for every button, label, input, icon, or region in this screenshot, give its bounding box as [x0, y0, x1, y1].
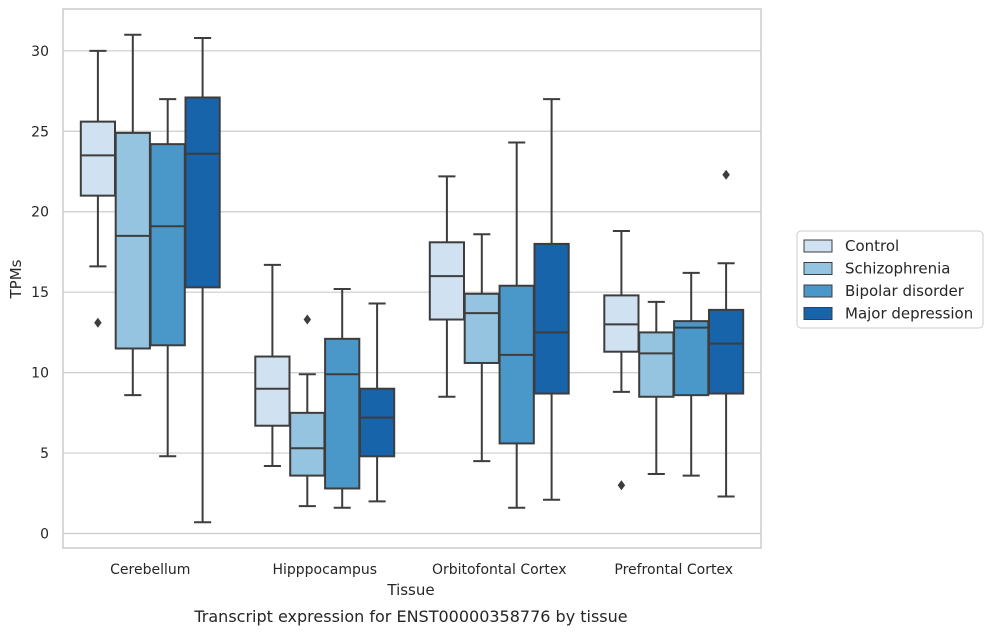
box-schizophrenia-hipppocampus — [289, 314, 326, 508]
x-tick-label-prefrontal-cortex: Prefrontal Cortex — [614, 562, 733, 578]
outlier-point — [722, 169, 730, 180]
legend-label: Major depression — [845, 305, 973, 323]
box-bipolar-disorder-cerebellum — [149, 98, 186, 458]
outlier-point — [94, 317, 102, 328]
x-axis-label: Tissue — [386, 581, 434, 599]
x-tick-label-hipppocampus: Hipppocampus — [272, 562, 377, 578]
box-control-cerebellum — [79, 49, 117, 328]
legend-label: Schizophrenia — [845, 260, 950, 278]
box-bipolar-disorder-prefrontal-cortex — [673, 271, 710, 477]
legend-item-control: Control — [803, 237, 899, 255]
box-control-prefrontal-cortex — [603, 230, 640, 491]
box-major-depression-orbitofontal-cortex — [533, 98, 570, 501]
legend-box — [796, 230, 984, 329]
series-bipolar-disorder — [149, 98, 710, 509]
y-tick-label-10: 10 — [31, 366, 49, 382]
box-major-depression-prefrontal-cortex — [707, 169, 745, 498]
box-schizophrenia-orbitofontal-cortex — [463, 233, 500, 463]
box-iqr — [638, 331, 675, 398]
outlier-point — [303, 314, 312, 325]
series-schizophrenia — [114, 33, 675, 508]
y-tick-label-0: 0 — [40, 527, 49, 543]
y-tick-label-25: 25 — [31, 124, 49, 140]
box-major-depression-hipppocampus — [358, 302, 396, 503]
box-iqr — [428, 241, 466, 321]
legend-label: Bipolar disorder — [845, 282, 965, 300]
x-tick-label-orbitofontal-cortex: Orbitofontal Cortex — [432, 562, 567, 578]
legend-item-major-depression: Major depression — [803, 305, 973, 323]
box-iqr — [533, 242, 570, 395]
x-tick-label-cerebellum: Cerebellum — [110, 562, 190, 578]
box-bipolar-disorder-hipppocampus — [324, 287, 361, 509]
box-schizophrenia-prefrontal-cortex — [638, 300, 675, 475]
legend-swatch — [803, 239, 833, 253]
series-major-depression — [184, 36, 745, 524]
box-iqr — [289, 411, 326, 477]
box-plot-series — [79, 33, 745, 524]
box-iqr — [324, 337, 361, 490]
box-iqr — [673, 320, 710, 397]
legend-swatch — [803, 284, 833, 298]
box-iqr — [149, 143, 186, 347]
outlier-point — [617, 480, 626, 491]
legend-label: Control — [845, 237, 899, 255]
box-major-depression-cerebellum — [184, 36, 221, 524]
box-control-hipppocampus — [254, 263, 291, 467]
box-control-orbitofontal-cortex — [428, 175, 466, 398]
box-iqr — [707, 308, 745, 395]
box-schizophrenia-cerebellum — [114, 33, 151, 397]
y-tick-label-15: 15 — [31, 285, 49, 301]
box-iqr — [254, 355, 291, 427]
chart-caption: Transcript expression for ENST0000035877… — [193, 607, 627, 626]
legend-item-bipolar-disorder: Bipolar disorder — [803, 282, 965, 300]
y-tick-label-5: 5 — [40, 446, 49, 462]
box-iqr — [498, 284, 535, 445]
y-tick-labels: 0 5 10 15 20 25 30 — [31, 44, 49, 543]
box-iqr — [184, 96, 221, 289]
box-iqr — [358, 387, 396, 458]
legend: Control Schizophrenia Bipolar disorder Majo… — [796, 230, 984, 329]
legend-item-schizophrenia: Schizophrenia — [803, 260, 950, 278]
legend-swatch — [803, 307, 833, 320]
series-control — [79, 49, 640, 491]
y-tick-label-30: 30 — [31, 44, 49, 60]
y-tick-label-20: 20 — [31, 205, 49, 221]
y-axis-label: TPMs — [7, 259, 25, 299]
box-bipolar-disorder-orbitofontal-cortex — [498, 141, 535, 509]
plot-frame — [62, 8, 762, 549]
x-tick-labels: Cerebellum Hipppocampus Orbitofontal Corte… — [110, 562, 733, 578]
box-iqr — [79, 120, 117, 197]
legend-swatch — [803, 262, 833, 275]
box-iqr — [463, 292, 500, 364]
box-iqr — [114, 131, 151, 350]
